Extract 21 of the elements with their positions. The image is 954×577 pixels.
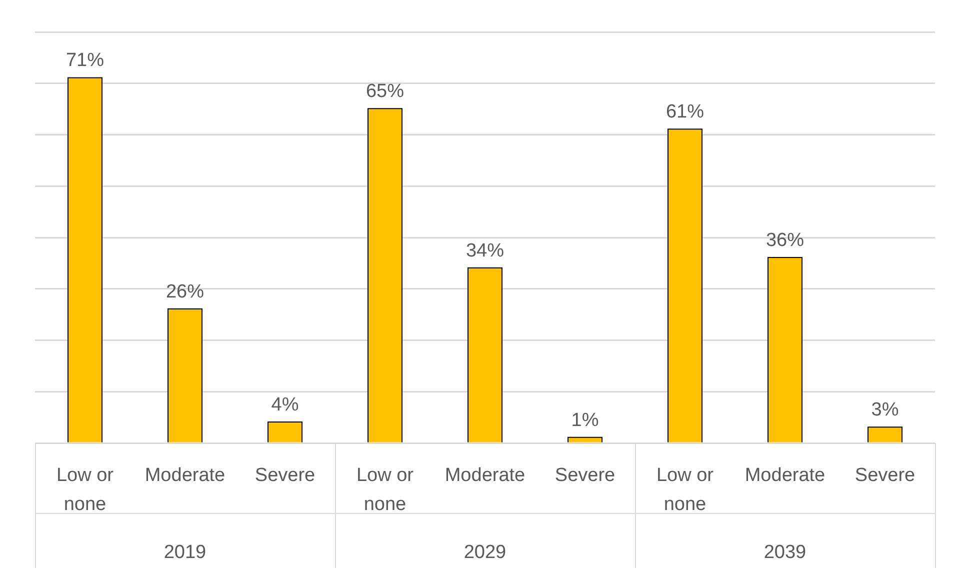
text: 2029 — [464, 542, 506, 563]
data-label: 3% — [871, 400, 899, 421]
text: 2019 — [164, 542, 206, 563]
x-tick-label: Low or none — [356, 465, 414, 515]
x-tick-label: Severe — [554, 465, 616, 486]
data-label: 61% — [666, 102, 704, 123]
x-tick-label: Severe — [254, 465, 316, 486]
x-tick-label: Moderate — [444, 465, 526, 486]
text: 2039 — [764, 542, 806, 563]
x-tick-label: Moderate — [144, 465, 226, 486]
x-tick-label: Low or none — [656, 465, 714, 515]
data-label: 26% — [166, 281, 204, 302]
data-label: 34% — [466, 240, 504, 262]
data-label: 71% — [66, 50, 104, 72]
data-label: 4% — [271, 394, 299, 416]
data-label: 65% — [366, 81, 404, 102]
x-tick-label: Severe — [854, 465, 916, 486]
data-label: 36% — [766, 230, 804, 252]
data-label: 1% — [571, 410, 599, 431]
x-tick-label: Moderate — [744, 465, 826, 486]
x-tick-label: Low or none — [56, 465, 114, 515]
